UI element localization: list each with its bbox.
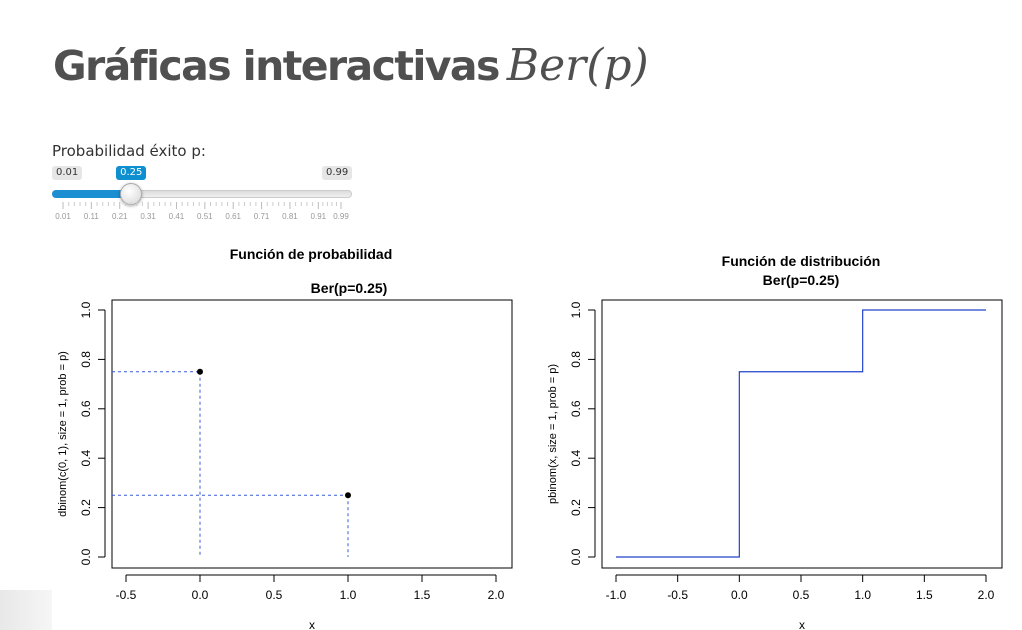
x-tick-label: 0.5 — [266, 588, 283, 602]
x-tick-label: 0.0 — [192, 588, 209, 602]
y-tick-label: 0.0 — [79, 548, 93, 565]
data-point — [197, 368, 203, 375]
x-axis-label: x — [309, 618, 315, 630]
page-corner-shade — [0, 590, 52, 630]
y-tick-label: 1.0 — [79, 301, 93, 318]
slider-value-badge: 0.25 — [116, 166, 147, 180]
slider-fill — [52, 190, 132, 198]
x-tick-label: 1.5 — [916, 588, 933, 602]
y-tick-label: 0.2 — [79, 499, 93, 516]
y-tick-label: 0.4 — [569, 450, 583, 467]
slider-label: Probabilidad éxito p: — [52, 142, 206, 160]
x-tick-label: 2.0 — [978, 588, 995, 602]
slider-grid-label: 0.99 — [333, 212, 349, 221]
chart-subtitle: Ber(p=0.25) — [763, 272, 840, 288]
slider-grid-label: 0.71 — [254, 212, 270, 221]
slider-grid-label: 0.11 — [84, 212, 100, 221]
page-title-math: Ber(p) — [506, 40, 649, 91]
y-axis-label: pbinom(x, size = 1, prob = p) — [547, 364, 559, 504]
x-axis-label: x — [799, 618, 805, 630]
chart-subtitle: Ber(p=0.25) — [311, 280, 388, 296]
slider-grid-label: 0.21 — [112, 212, 128, 221]
data-point — [345, 492, 351, 499]
slider-grid: 0.01 0.11 0.21 0.31 0.41 0.51 0.61 0.71 0.81 0.91… — [55, 202, 349, 221]
x-tick-label: -1.0 — [606, 588, 627, 602]
slider-min-badge: 0.01 — [52, 166, 83, 180]
y-axis-label: dbinom(c(0, 1), size = 1, prob = p) — [57, 351, 69, 517]
slider-grid-label: 0.61 — [225, 212, 241, 221]
y-tick-label: 0.6 — [569, 400, 583, 417]
x-tick-label: 1.5 — [414, 588, 431, 602]
y-tick-label: 0.8 — [569, 351, 583, 368]
slider-grid-label: 0.51 — [197, 212, 213, 221]
cdf-step-line — [616, 309, 986, 558]
distribution-chart: Función de distribución Ber(p=0.25) -1.0 -0… — [547, 253, 1003, 630]
slider-grid-label: 0.81 — [282, 212, 298, 221]
y-tick-label: 0.4 — [79, 450, 93, 467]
y-tick-label: 0.2 — [569, 499, 583, 516]
chart-title: Función de probabilidad — [230, 246, 393, 262]
slider-grid-label: 0.41 — [169, 212, 185, 221]
page-title-text: Gráficas interactivas — [53, 42, 500, 90]
x-tick-label: 0.0 — [731, 588, 748, 602]
slider-grid-label: 0.31 — [140, 212, 156, 221]
chart-title: Función de distribución — [722, 253, 881, 269]
x-tick-label: -0.5 — [116, 588, 137, 602]
x-tick-label: -0.5 — [667, 588, 688, 602]
y-tick-label: 0.8 — [79, 351, 93, 368]
y-tick-label: 1.0 — [569, 301, 583, 318]
y-tick-label: 0.0 — [569, 548, 583, 565]
slider-max-badge: 0.99 — [322, 166, 353, 180]
probability-chart: Función de probabilidad Ber(p=0.25) -0.5 0.… — [57, 246, 513, 630]
page-title: Gráficas interactivas Ber(p) — [53, 36, 649, 99]
x-tick-label: 2.0 — [488, 588, 505, 602]
plot-frame — [111, 299, 513, 569]
y-tick-label: 0.6 — [79, 400, 93, 417]
x-tick-label: 1.0 — [340, 588, 357, 602]
slider-grid-label: 0.91 — [311, 212, 327, 221]
x-tick-label: 0.5 — [793, 588, 810, 602]
plot-frame — [601, 299, 1003, 569]
slider-grid-label: 0.01 — [55, 212, 71, 221]
x-tick-label: 1.0 — [854, 588, 871, 602]
